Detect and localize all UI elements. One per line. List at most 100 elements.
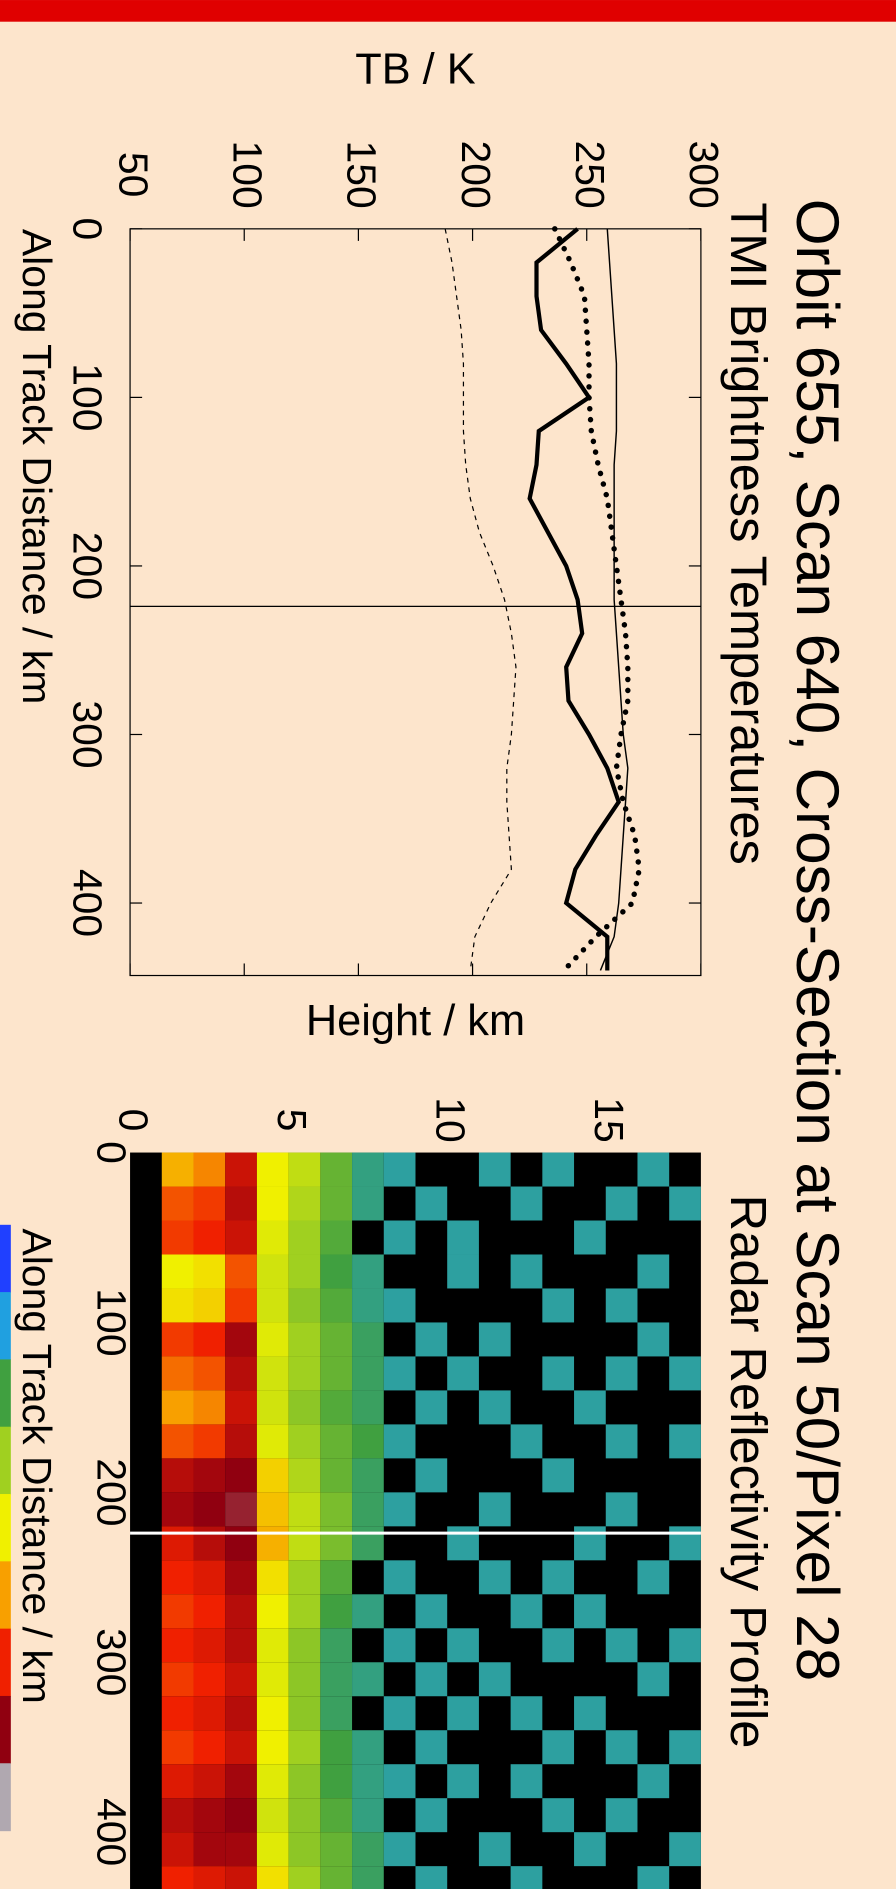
- heat-cell: [669, 1730, 701, 1765]
- y-tick-label: 15: [586, 1097, 632, 1143]
- heat-cell: [320, 1560, 353, 1595]
- heat-cell: [225, 1560, 257, 1595]
- heat-cell: [383, 1560, 416, 1595]
- heat-cell: [256, 1696, 289, 1731]
- heat-cell: [320, 1186, 353, 1221]
- heat-cell: [637, 1152, 670, 1187]
- heat-cell: [225, 1730, 257, 1765]
- heat-cell: [352, 1764, 384, 1799]
- heat-cell: [478, 1832, 511, 1867]
- heat-cell: [320, 1152, 353, 1187]
- heat-cell: [415, 1730, 448, 1765]
- heat-cell: [542, 1798, 575, 1833]
- heat-cell: [161, 1662, 194, 1697]
- heat-cell: [542, 1288, 575, 1323]
- heat-cell: [383, 1764, 416, 1799]
- y-tick-label: 0: [110, 1109, 156, 1132]
- heat-cell: [288, 1152, 321, 1187]
- heat-cell: [320, 1458, 353, 1493]
- heat-cell: [161, 1594, 194, 1629]
- heat-cell: [225, 1832, 257, 1867]
- heat-cell: [256, 1730, 289, 1765]
- heat-cell: [193, 1254, 226, 1289]
- y-axis-title: Height / km: [306, 997, 525, 1045]
- heat-cell: [193, 1696, 226, 1731]
- heat-cell: [637, 1764, 670, 1799]
- colorbar-swatch: [0, 1695, 11, 1764]
- heat-cell: [193, 1526, 226, 1561]
- heat-cell: [320, 1254, 353, 1289]
- heat-cell: [574, 1832, 606, 1867]
- heat-cell: [288, 1696, 321, 1731]
- heat-cell: [161, 1696, 194, 1731]
- heat-cell: [542, 1628, 575, 1663]
- series-line: [527, 227, 622, 971]
- heat-cell: [478, 1662, 511, 1697]
- heat-cell: [288, 1356, 321, 1391]
- heat-cell: [352, 1730, 384, 1765]
- heat-cell: [669, 1186, 701, 1221]
- heat-cell: [256, 1186, 289, 1221]
- heat-cell: [288, 1798, 321, 1833]
- heat-cell: [161, 1526, 194, 1561]
- heat-cell: [161, 1390, 194, 1425]
- heat-cell: [637, 1560, 670, 1595]
- heat-cell: [193, 1322, 226, 1357]
- heat-cell: [542, 1356, 575, 1391]
- heat-cell: [447, 1628, 479, 1663]
- heat-cell: [161, 1424, 194, 1459]
- heat-cell: [193, 1458, 226, 1493]
- heat-cell: [478, 1492, 511, 1527]
- heat-cell: [288, 1288, 321, 1323]
- heat-cell: [256, 1390, 289, 1425]
- heat-cell: [320, 1798, 353, 1833]
- heat-cell: [352, 1594, 384, 1629]
- heat-cell: [161, 1288, 194, 1323]
- heat-cell: [415, 1798, 448, 1833]
- heat-cell: [637, 1254, 670, 1289]
- heat-cell: [193, 1356, 226, 1391]
- heat-cell: [320, 1866, 353, 1889]
- y-tick-label: 200: [453, 140, 499, 208]
- heat-cell: [288, 1220, 321, 1255]
- heat-cell: [383, 1628, 416, 1663]
- heat-cell: [161, 1764, 194, 1799]
- heat-cell: [447, 1254, 479, 1289]
- heat-cell: [288, 1254, 321, 1289]
- heat-cell: [320, 1220, 353, 1255]
- heat-cell: [352, 1866, 384, 1889]
- colorbar-swatch: [0, 1292, 11, 1361]
- heat-cell: [542, 1560, 575, 1595]
- heat-cell: [478, 1322, 511, 1357]
- chart-title: TMI Brightness Temperatures: [720, 202, 777, 864]
- heat-cell: [320, 1356, 353, 1391]
- heat-cell: [320, 1492, 353, 1527]
- heat-cell: [193, 1424, 226, 1459]
- heat-cell: [225, 1492, 257, 1527]
- heat-cell: [669, 1356, 701, 1391]
- heat-cell: [415, 1594, 448, 1629]
- heat-cell: [320, 1526, 353, 1561]
- heat-cell: [161, 1798, 194, 1833]
- heat-cell: [510, 1424, 543, 1459]
- x-axis-title: Along Track Distance / km: [14, 1228, 60, 1704]
- series-line: [552, 226, 642, 974]
- heat-cell: [256, 1356, 289, 1391]
- heat-cell: [256, 1254, 289, 1289]
- heat-cell: [415, 1662, 448, 1697]
- heat-cell: [225, 1254, 257, 1289]
- heat-cell: [605, 1356, 638, 1391]
- heat-cell: [256, 1832, 289, 1867]
- heat-cell: [288, 1424, 321, 1459]
- heat-cell: [225, 1696, 257, 1731]
- x-tick-label: 0: [89, 1141, 135, 1164]
- colorbar-swatch: [0, 1359, 11, 1428]
- top-bar: [0, 0, 896, 22]
- heat-cell: [161, 1356, 194, 1391]
- heat-cell: [574, 1526, 606, 1561]
- heat-cell: [415, 1866, 448, 1889]
- heat-cell: [415, 1322, 448, 1357]
- heat-cell: [161, 1152, 194, 1187]
- heat-cell: [161, 1220, 194, 1255]
